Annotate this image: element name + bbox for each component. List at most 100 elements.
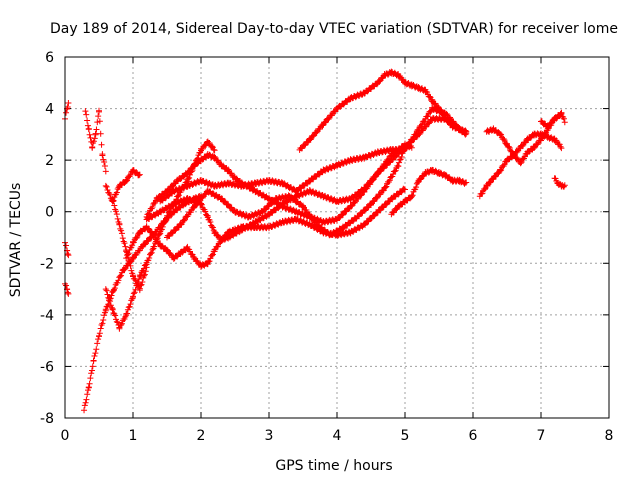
chart-title: Day 189 of 2014, Sidereal Day-to-day VTE… — [50, 21, 618, 37]
data-point — [492, 173, 499, 180]
data-point — [123, 255, 130, 262]
data-point — [199, 156, 206, 163]
data-point — [209, 252, 216, 259]
y-axis-label: SDTVAR / TECUs — [8, 183, 24, 298]
data-point — [519, 143, 526, 150]
series-track-4 — [81, 193, 204, 414]
data-point — [481, 186, 488, 193]
data-point — [398, 153, 405, 160]
data-point — [527, 134, 534, 141]
data-point — [412, 131, 419, 138]
data-point — [306, 211, 313, 218]
data-point — [96, 332, 102, 339]
data-point — [350, 218, 357, 225]
data-point — [149, 203, 156, 210]
data-point — [127, 301, 134, 308]
data-point — [117, 273, 124, 280]
data-point — [310, 216, 317, 223]
data-point — [514, 155, 521, 162]
data-point — [549, 119, 556, 126]
data-point — [364, 88, 371, 95]
tick-labels: 0 1 2 3 4 5 6 7 8 -8 -6 -4 -2 0 2 4 6 — [40, 50, 613, 444]
x-tick-label: 4 — [333, 428, 342, 444]
data-point — [113, 211, 120, 218]
data-point — [497, 131, 504, 138]
data-point — [141, 272, 148, 279]
data-point — [202, 208, 209, 215]
data-point — [164, 247, 171, 254]
data-point — [402, 186, 408, 193]
data-point — [86, 380, 93, 387]
data-point — [116, 221, 123, 228]
data-point — [130, 255, 136, 262]
data-point — [497, 167, 504, 174]
data-point — [102, 182, 109, 189]
data-point — [96, 118, 103, 125]
data-point — [123, 178, 130, 185]
data-point — [310, 133, 317, 140]
data-point — [159, 223, 166, 230]
series-track-14 — [296, 68, 470, 153]
data-point — [198, 201, 205, 208]
data-point — [362, 207, 369, 214]
data-point — [389, 157, 396, 164]
data-point — [83, 396, 90, 403]
data-point — [174, 253, 181, 260]
data-point — [81, 402, 88, 409]
data-point — [179, 249, 186, 256]
data-point — [100, 316, 107, 323]
data-point — [402, 144, 408, 151]
series-track-7 — [102, 167, 143, 205]
data-point — [99, 320, 106, 327]
data-point — [118, 230, 125, 237]
data-point — [93, 126, 100, 133]
data-point — [305, 211, 312, 218]
data-point — [128, 267, 135, 274]
data-point — [215, 243, 221, 250]
data-point — [121, 240, 128, 247]
data-point — [142, 268, 149, 275]
data-point — [94, 340, 101, 347]
data-point — [206, 258, 213, 265]
x-tick-label: 6 — [469, 428, 478, 444]
data-point — [169, 230, 176, 237]
data-point — [101, 158, 108, 165]
data-point — [88, 367, 95, 374]
data-point — [194, 160, 201, 167]
data-point — [104, 291, 111, 298]
data-point — [505, 143, 512, 150]
data-point — [64, 250, 71, 257]
data-point — [136, 171, 143, 178]
data-point — [210, 146, 217, 153]
data-point — [101, 312, 108, 319]
data-point — [479, 190, 486, 197]
data-point — [548, 120, 555, 127]
data-point — [209, 224, 216, 231]
data-point — [149, 246, 156, 253]
data-point — [63, 109, 70, 116]
data-point — [90, 138, 97, 145]
data-point — [138, 281, 145, 288]
data-point — [131, 275, 138, 282]
data-point — [64, 289, 71, 296]
data-point — [127, 262, 134, 269]
data-point — [526, 148, 533, 155]
y-tick-label: 0 — [45, 205, 54, 221]
data-point — [557, 143, 564, 150]
data-point — [424, 112, 431, 119]
data-point — [446, 118, 453, 125]
data-point — [426, 93, 433, 100]
data-point — [395, 163, 402, 170]
data-point — [211, 153, 218, 160]
data-point — [118, 322, 125, 328]
series-track-19 — [538, 109, 568, 130]
data-point — [107, 298, 114, 305]
data-point — [130, 290, 137, 297]
data-point — [126, 259, 133, 266]
data-point — [275, 205, 282, 212]
data-point — [93, 346, 100, 353]
data-point — [131, 289, 138, 296]
data-point — [322, 118, 329, 125]
data-point — [209, 143, 216, 150]
y-tick-label: -2 — [40, 256, 54, 272]
